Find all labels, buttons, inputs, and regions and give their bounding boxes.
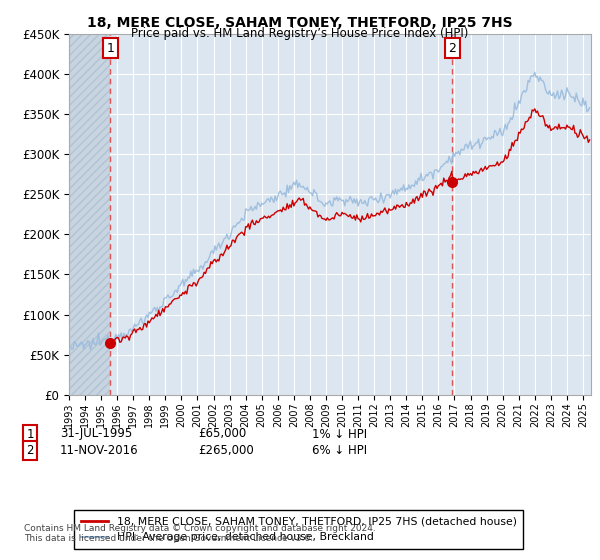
Bar <box>69 34 110 395</box>
Text: 18, MERE CLOSE, SAHAM TONEY, THETFORD, IP25 7HS: 18, MERE CLOSE, SAHAM TONEY, THETFORD, I… <box>87 16 513 30</box>
Legend: 18, MERE CLOSE, SAHAM TONEY, THETFORD, IP25 7HS (detached house), HPI: Average p: 18, MERE CLOSE, SAHAM TONEY, THETFORD, I… <box>74 510 523 549</box>
Text: 31-JUL-1995: 31-JUL-1995 <box>60 427 132 441</box>
Text: 2: 2 <box>26 444 34 458</box>
Text: 1: 1 <box>26 427 34 441</box>
Text: 1% ↓ HPI: 1% ↓ HPI <box>312 427 367 441</box>
Text: £65,000: £65,000 <box>198 427 246 441</box>
Text: £265,000: £265,000 <box>198 444 254 458</box>
Text: 11-NOV-2016: 11-NOV-2016 <box>60 444 139 458</box>
Text: 2: 2 <box>449 41 457 54</box>
Text: Price paid vs. HM Land Registry’s House Price Index (HPI): Price paid vs. HM Land Registry’s House … <box>131 27 469 40</box>
Text: 1: 1 <box>107 41 115 54</box>
Text: 6% ↓ HPI: 6% ↓ HPI <box>312 444 367 458</box>
Text: Contains HM Land Registry data © Crown copyright and database right 2024.
This d: Contains HM Land Registry data © Crown c… <box>24 524 376 543</box>
